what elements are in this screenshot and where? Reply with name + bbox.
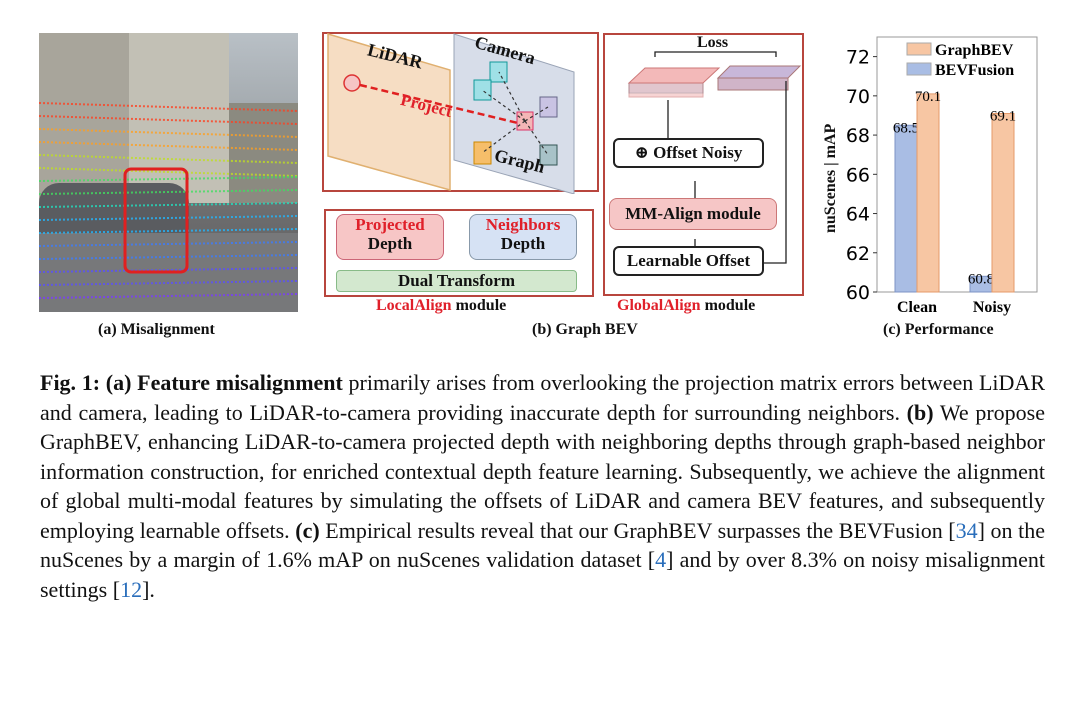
lidar-scan-line [39,189,298,195]
graph-projection-box [322,32,599,192]
y-axis-label: nuScenes | mAP [822,123,839,233]
misalignment-photo [39,33,298,312]
lidar-camera-diagram [327,32,575,194]
caption-a-label: (a) [105,370,132,395]
projected-depth-box: Projected Depth [336,214,444,260]
panel-b-caption: (b) Graph BEV [532,321,638,338]
y-tick-label: 66 [846,164,870,186]
mm-align-box: MM-Align module [609,198,777,230]
offset-noisy-label: Offset Noisy [653,143,743,162]
neighbors-depth-box: Neighbors Depth [469,214,577,260]
lidar-scan-line [39,202,298,208]
caption-b-text: We propose GraphBEV, enhancing LiDAR-to-… [40,399,1045,543]
lidar-scan-line [39,280,298,286]
legend-swatch [906,62,932,76]
learnable-offset-box: Learnable Offset [613,246,764,276]
dual-transform-label: Dual Transform [398,271,515,290]
data-label: 60.8 [968,271,994,287]
lidar-scan-line [39,267,298,273]
dual-transform-box: Dual Transform [336,270,577,292]
caption-c-label: (c) [295,517,320,543]
legend-swatch [906,42,932,56]
learnable-offset-label: Learnable Offset [626,251,751,270]
loss-label: Loss [697,34,729,51]
caption-c-text: Empirical results reveal that our GraphB… [319,517,956,543]
legend-label: BEVFusion [935,62,1014,79]
lidar-scan-line [39,215,298,221]
caption-a-text: primarily arises from overlooking the pr… [40,370,1045,425]
lidar-scan-line [39,141,298,151]
lidar-scan-line [39,228,298,234]
performance-chart: 60 62 64 66 68 70 72 68.5 70.1 Clean 60.8 69.1 Noisy… [846,36,1038,316]
oplus-icon: ⊕ [634,143,649,162]
globalalign-diagram [627,51,802,264]
data-label: 70.1 [915,89,941,105]
mm-align-label: MM-Align module [625,204,761,223]
figure-caption: Fig. 1: (a) Feature misalignment primari… [40,368,1045,604]
neighbors-depth-label: Depth [500,234,546,253]
citation-link[interactable]: 34 [955,517,978,543]
projected-depth-label: Depth [367,234,413,253]
panel-a-caption: (a) Misalignment [98,321,215,338]
lidar-scan-line [39,254,298,260]
citation-link[interactable]: 4 [655,547,667,572]
neighbors-label: Neighbors [485,215,561,234]
y-tick-label: 68 [846,125,870,147]
globalalign-box [603,33,804,296]
offset-noisy-box: ⊕ Offset Noisy [613,138,764,168]
bar-graphbev-noisy [991,113,1015,293]
data-label: 68.5 [893,120,919,136]
lidar-scan-line [39,115,298,125]
fig-label: Fig. 1: [40,370,101,395]
lidar-scan-line [39,293,298,299]
y-tick-label: 62 [846,243,870,265]
lidar-scan-line [39,128,298,138]
x-tick-label: Clean [897,299,937,316]
caption-c-text: ] and by over 8.3% on noisy misalignment… [40,547,1045,602]
data-label: 69.1 [990,109,1016,125]
y-tick-label: 60 [846,282,870,304]
lidar-scan-line [39,102,298,112]
lidar-scan-line [39,241,298,247]
lidar-scan-line [39,176,298,182]
caption-c-text: ]. [142,576,155,602]
caption-a-bold: Feature misalignment [137,370,343,395]
localalign-box [324,209,594,297]
y-tick-label: 70 [846,86,870,108]
bar-bevfusion-clean [894,124,918,293]
lidar-scan-line [39,167,298,177]
chart-title: (c) Performance [883,321,994,338]
y-tick-label: 64 [846,204,870,226]
caption-b-label: (b) [906,399,934,425]
globalalign-caption: GlobalAlign module [617,297,756,314]
localalign-caption: LocalAlign module [376,297,507,314]
legend-label: GraphBEV [935,42,1014,59]
x-tick-label: Noisy [973,299,1011,316]
plot-frame [876,36,1038,293]
lidar-scan-line [39,154,298,164]
bar-graphbev-clean [916,93,940,293]
citation-link[interactable]: 12 [120,576,143,602]
y-tick-label: 72 [846,47,870,69]
projected-label: Projected [355,215,425,234]
caption-c-text: ] on the nuScenes by a margin of 1.6% mA… [40,517,1046,573]
